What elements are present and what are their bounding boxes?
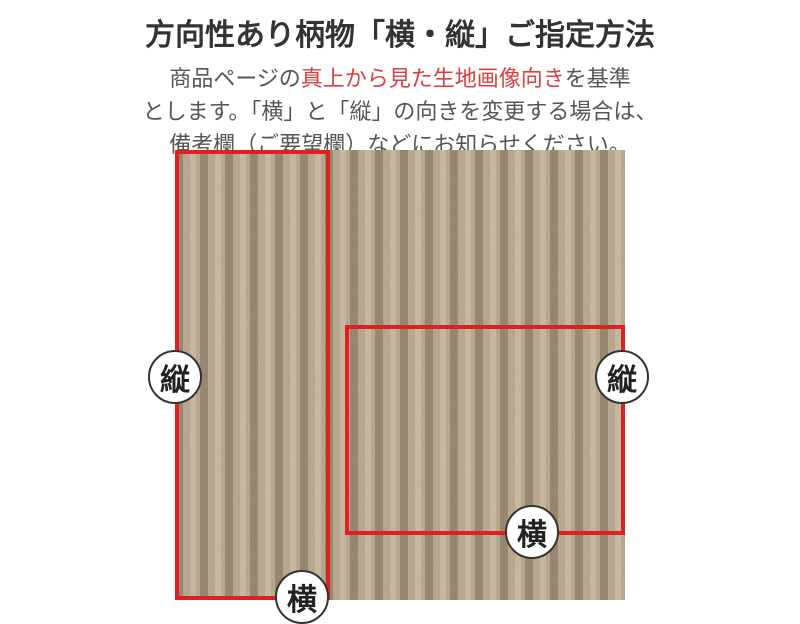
desc-line2: とします。「横」と「縦」の向きを変更する場合は、 bbox=[143, 99, 658, 124]
carpet-figure: 縦 横 縦 横 bbox=[175, 150, 625, 600]
badge-label: 縦 bbox=[607, 355, 637, 399]
badge-left-tate: 縦 bbox=[148, 350, 202, 404]
rect-right-wide bbox=[345, 325, 625, 535]
desc-pre: 商品ページの bbox=[169, 66, 301, 91]
badge-label: 横 bbox=[287, 575, 317, 619]
page-title: 方向性あり柄物「横・縦」ご指定方法 bbox=[0, 0, 800, 54]
badge-right-yoko: 横 bbox=[505, 505, 559, 559]
badge-right-tate: 縦 bbox=[595, 350, 649, 404]
badge-label: 横 bbox=[517, 510, 547, 554]
desc-highlight: 真上から見た生地画像向き bbox=[301, 66, 565, 91]
description: 商品ページの真上から見た生地画像向きを基準 とします。「横」と「縦」の向きを変更… bbox=[0, 62, 800, 161]
badge-label: 縦 bbox=[160, 355, 190, 399]
badge-left-yoko: 横 bbox=[275, 570, 329, 624]
desc-post1: を基準 bbox=[565, 66, 631, 91]
